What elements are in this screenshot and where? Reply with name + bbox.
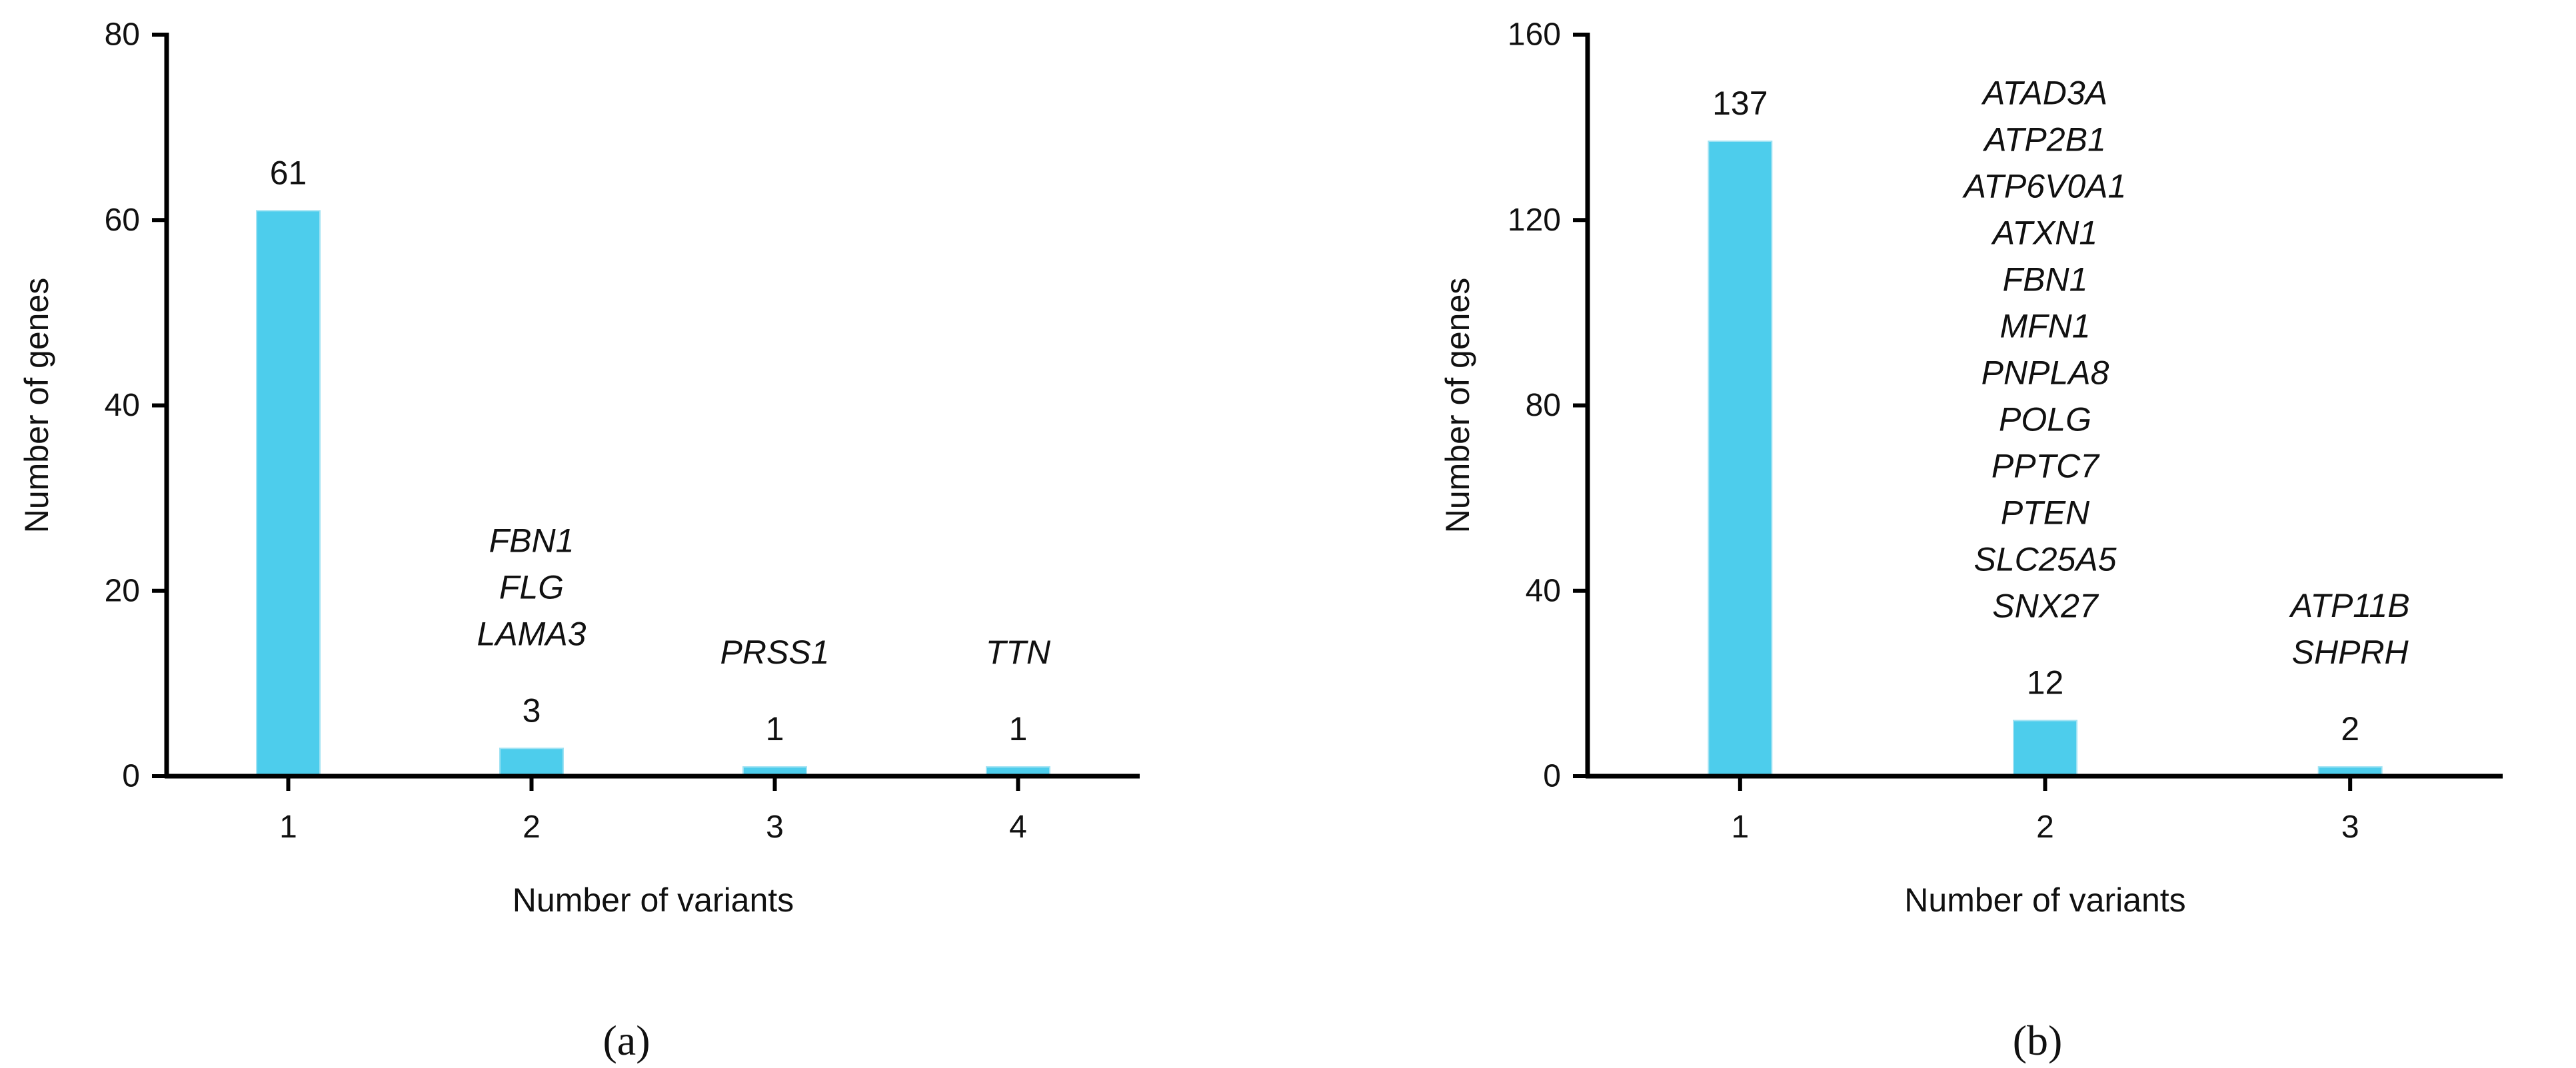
gene-label-a-TTN: TTN	[986, 634, 1051, 671]
gene-label-b-SLC25A5: SLC25A5	[1973, 541, 2116, 578]
data-label-a-3: 1	[766, 710, 784, 748]
gene-label-b-ATP11B: ATP11B	[2289, 587, 2410, 624]
gene-label-b-SHPRH: SHPRH	[2292, 634, 2409, 671]
y-tick-label-a-0: 0	[122, 759, 140, 794]
y-tick-label-b-40: 40	[1526, 573, 1561, 608]
bar-b-2	[2013, 720, 2077, 778]
x-tick-label-a-4: 4	[1009, 809, 1027, 845]
data-label-a-4: 1	[1009, 710, 1028, 748]
y-axis-title-b: Number of genes	[1439, 278, 1476, 534]
gene-label-b-SNX27: SNX27	[1992, 588, 2099, 625]
gene-label-b-PTEN: PTEN	[2001, 494, 2090, 532]
bar-a-1	[256, 210, 321, 777]
gene-label-a-FLG: FLG	[499, 568, 564, 606]
gene-label-b-PNPLA8: PNPLA8	[1981, 354, 2109, 392]
y-tick-label-b-80: 80	[1526, 388, 1561, 423]
x-tick-label-a-3: 3	[766, 809, 784, 845]
gene-label-b-FBN1: FBN1	[2003, 261, 2088, 298]
gene-label-b-ATXN1: ATXN1	[1991, 215, 2097, 252]
x-tick-label-a-2: 2	[523, 809, 541, 845]
y-tick-label-a-80: 80	[105, 17, 140, 53]
y-tick-label-b-120: 120	[1508, 203, 1561, 238]
x-tick-label-b-3: 3	[2341, 809, 2359, 845]
gene-label-a-LAMA3: LAMA3	[477, 615, 587, 652]
gene-label-b-ATP6V0A1: ATP6V0A1	[1962, 168, 2127, 205]
data-label-b-1: 137	[1712, 85, 1768, 122]
y-tick-label-b-160: 160	[1508, 17, 1561, 53]
panel-label-a: (a)	[603, 1017, 650, 1064]
x-tick-label-b-1: 1	[1731, 809, 1749, 845]
panel-label-b: (b)	[2013, 1017, 2063, 1064]
y-tick-label-a-20: 20	[105, 573, 140, 608]
x-tick-label-a-1: 1	[279, 809, 297, 845]
x-tick-label-b-2: 2	[2036, 809, 2054, 845]
x-axis-title-a: Number of variants	[513, 881, 794, 919]
data-label-b-3: 2	[2341, 710, 2359, 748]
gene-label-a-FBN1: FBN1	[489, 522, 575, 559]
gene-label-b-ATAD3A: ATAD3A	[1981, 75, 2107, 112]
bar-b-1	[1708, 140, 1773, 777]
data-label-a-1: 61	[270, 154, 307, 191]
gene-label-a-PRSS1: PRSS1	[720, 634, 830, 671]
y-tick-label-a-40: 40	[105, 388, 140, 423]
y-tick-label-a-60: 60	[105, 203, 140, 238]
gene-label-b-ATP2B1: ATP2B1	[1982, 121, 2106, 159]
gene-label-b-PPTC7: PPTC7	[1991, 448, 2100, 485]
gene-label-b-MFN1: MFN1	[1999, 308, 2090, 345]
data-label-a-2: 3	[523, 692, 541, 729]
y-tick-label-b-0: 0	[1543, 759, 1561, 794]
data-label-b-2: 12	[2027, 664, 2064, 702]
bar-a-2	[499, 748, 564, 777]
x-axis-title-b: Number of variants	[1904, 881, 2185, 919]
gene-label-b-POLG: POLG	[1999, 401, 2091, 438]
y-axis-title-a: Number of genes	[18, 278, 55, 534]
